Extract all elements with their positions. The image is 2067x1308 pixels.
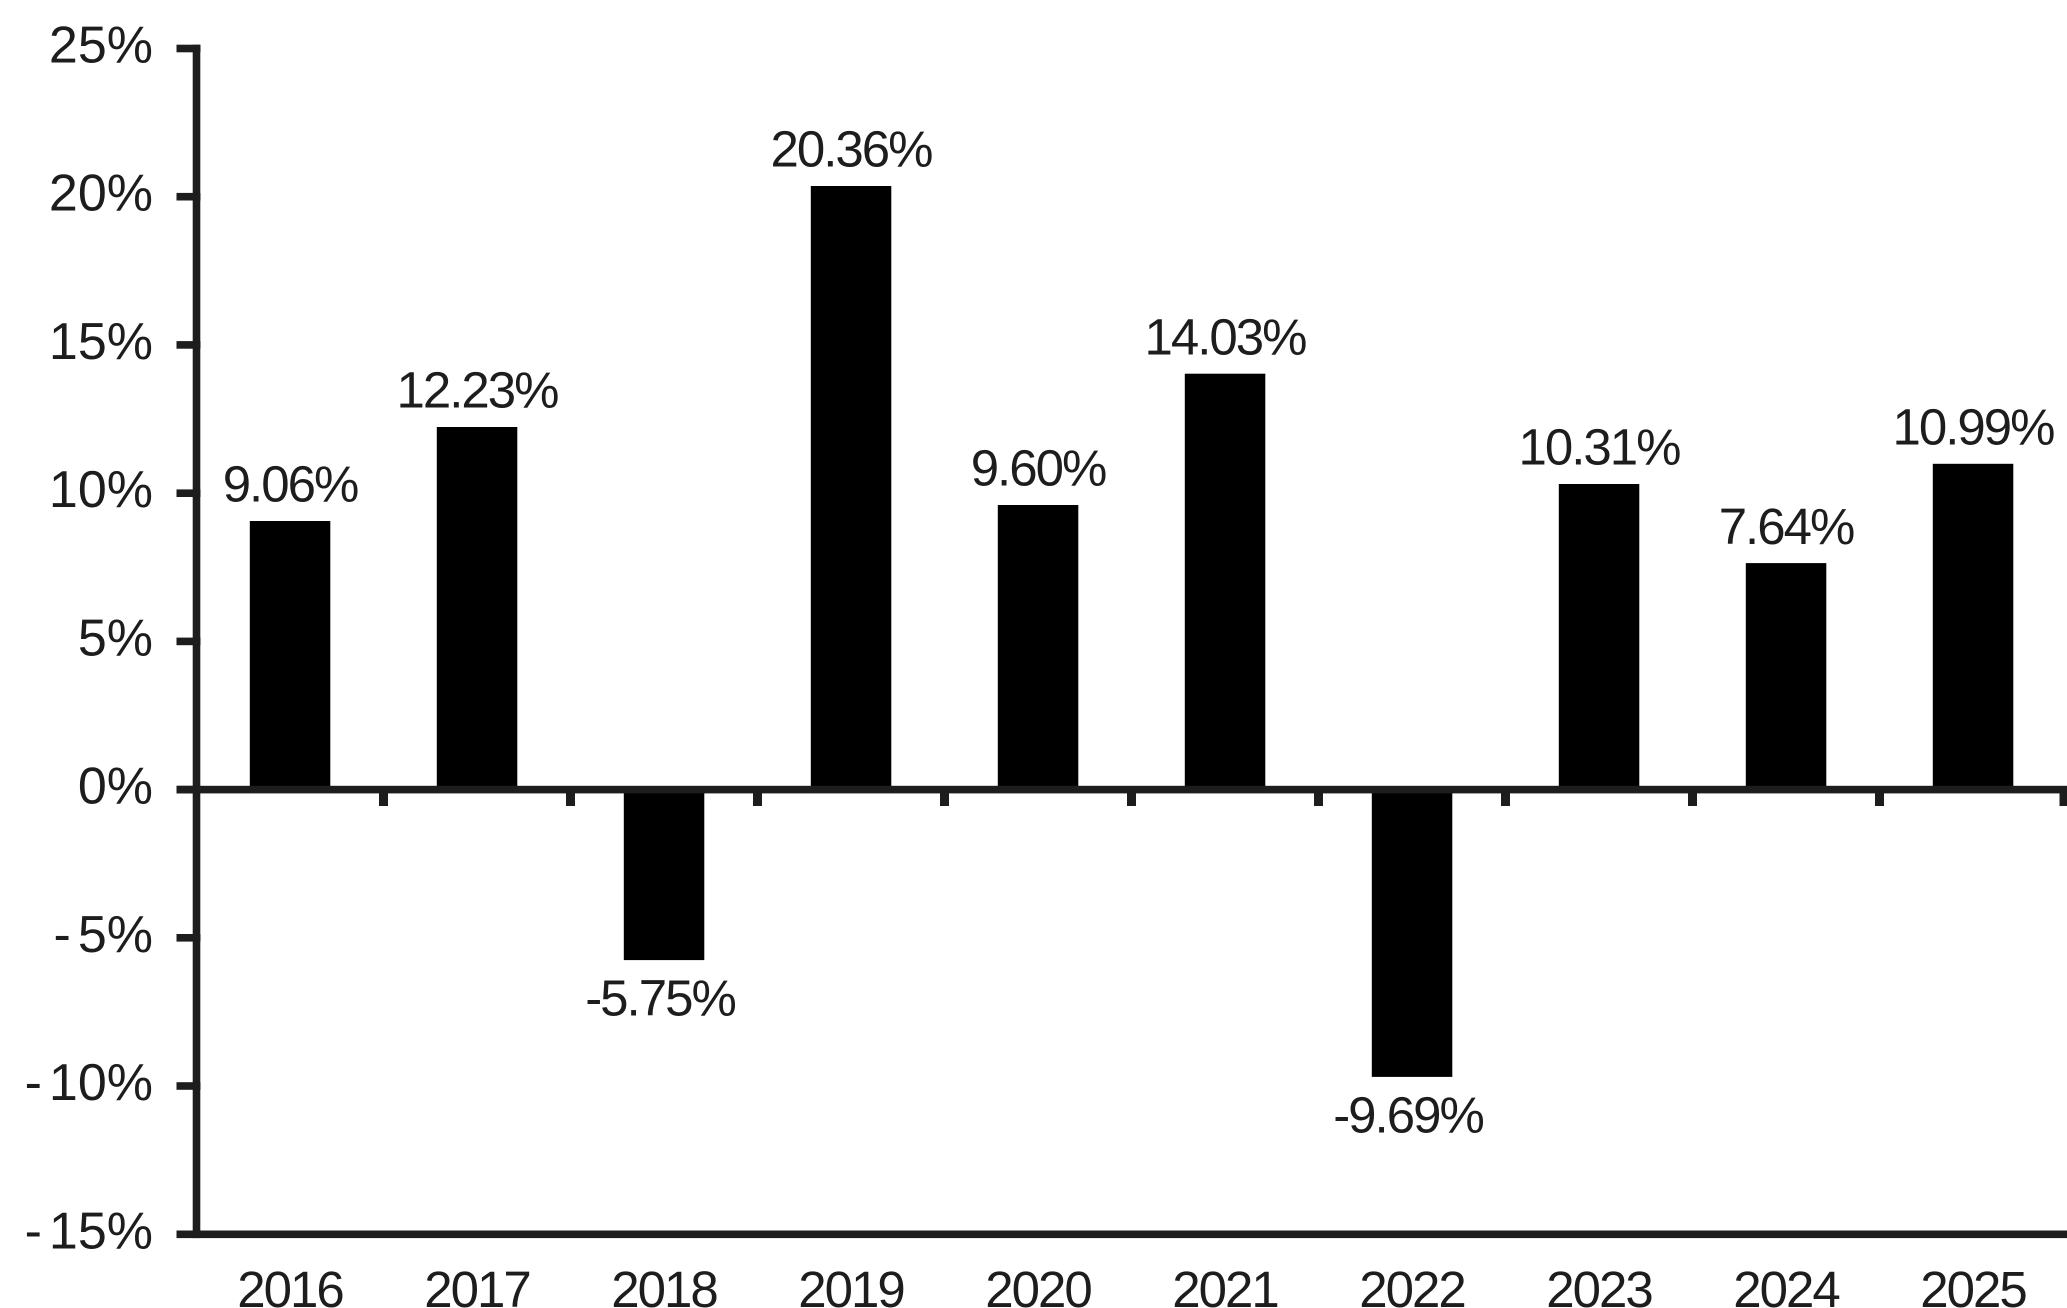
svg-text:2022: 2022 [1359, 1261, 1464, 1308]
svg-text:2020: 2020 [985, 1261, 1091, 1308]
svg-text:2024: 2024 [1733, 1261, 1839, 1308]
svg-text:10.99%: 10.99% [1893, 399, 2055, 456]
svg-text:-5.75%: -5.75% [585, 970, 735, 1027]
svg-text:9.60%: 9.60% [971, 440, 1106, 497]
svg-text:20.36%: 20.36% [771, 121, 933, 178]
svg-text:20%: 20% [49, 165, 153, 223]
svg-text:15%: 15% [49, 313, 153, 371]
svg-text:-5%: -5% [54, 906, 153, 964]
svg-text:2025: 2025 [1920, 1261, 2026, 1308]
svg-text:25%: 25% [49, 17, 153, 75]
svg-text:2018: 2018 [611, 1261, 717, 1308]
svg-text:9.06%: 9.06% [223, 456, 358, 513]
svg-text:14.03%: 14.03% [1145, 308, 1307, 365]
svg-text:0%: 0% [78, 758, 153, 816]
svg-text:2019: 2019 [798, 1261, 903, 1308]
svg-text:7.64%: 7.64% [1719, 498, 1854, 555]
svg-text:10%: 10% [49, 461, 153, 519]
svg-text:12.23%: 12.23% [397, 362, 559, 419]
svg-text:-9.69%: -9.69% [1333, 1086, 1483, 1143]
svg-text:5%: 5% [78, 609, 153, 667]
svg-text:2021: 2021 [1172, 1261, 1277, 1308]
svg-text:10.31%: 10.31% [1519, 419, 1681, 476]
svg-text:2023: 2023 [1546, 1261, 1652, 1308]
svg-text:2017: 2017 [424, 1261, 529, 1308]
svg-text:2016: 2016 [237, 1261, 343, 1308]
